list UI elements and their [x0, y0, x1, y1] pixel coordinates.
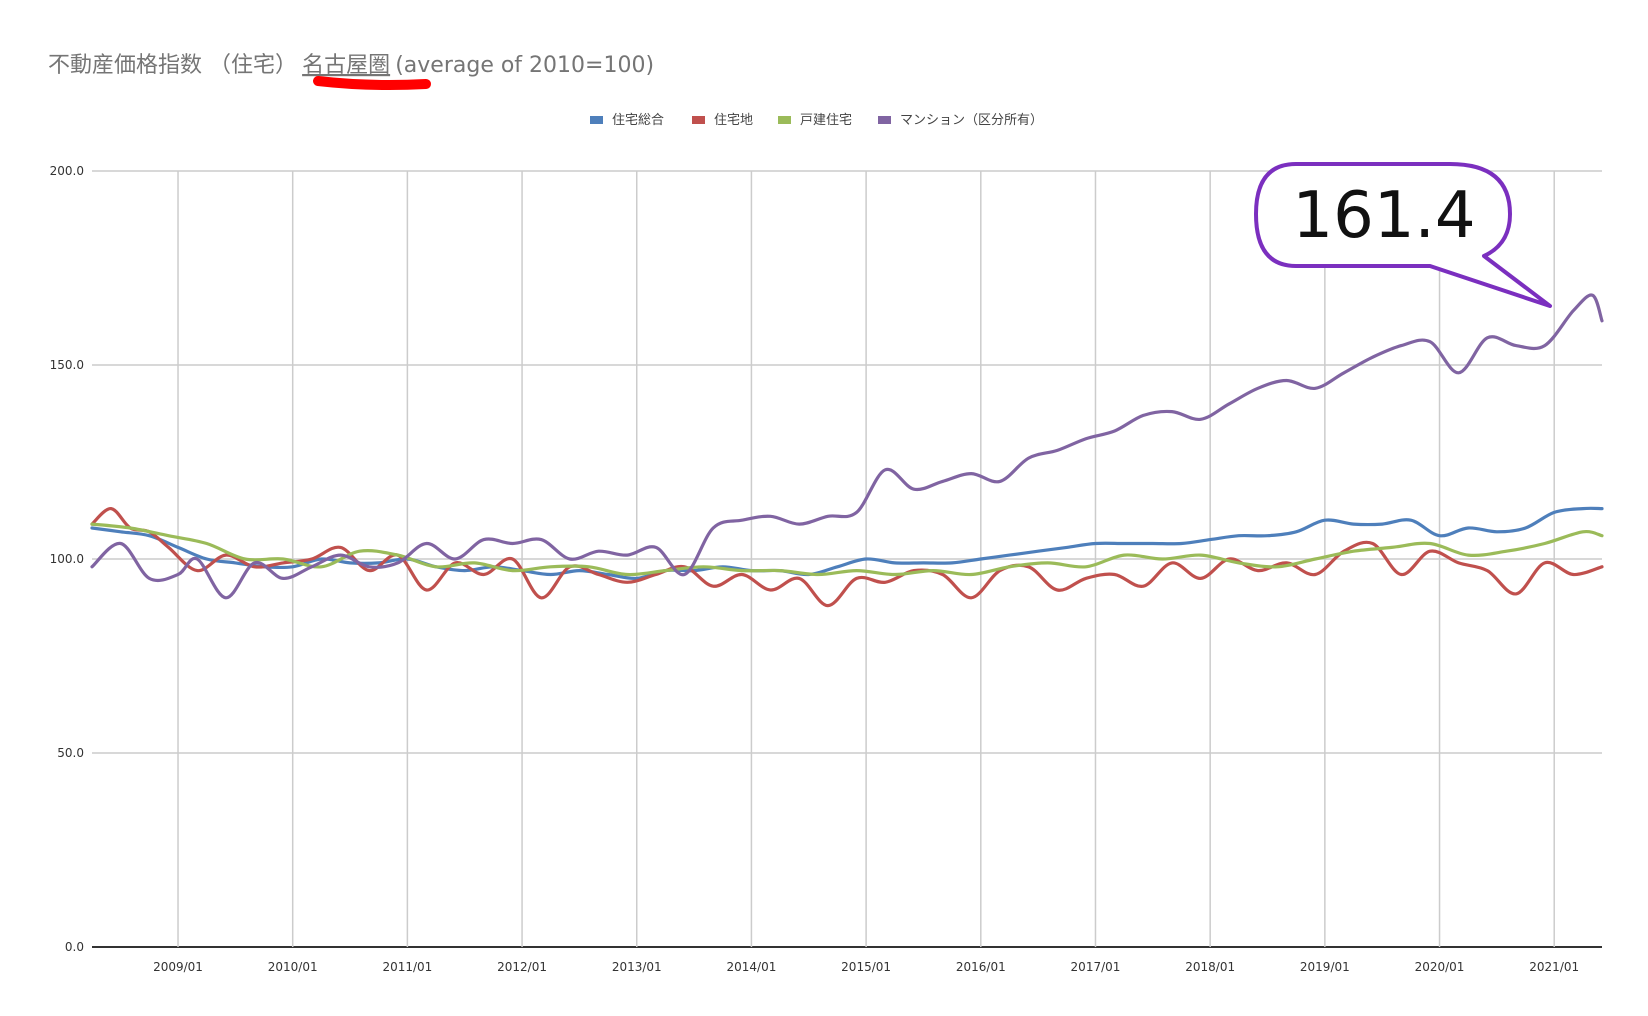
y-axis: 0.0 50.0 100.0 150.0 200.0: [50, 164, 84, 954]
x-tick-label: 2017/01: [1071, 960, 1121, 974]
x-tick-label: 2009/01: [153, 960, 203, 974]
series-line: [90, 293, 1604, 600]
x-tick-label: 2010/01: [268, 960, 318, 974]
legend: 住宅総合 住宅地 戸建住宅 マンション（区分所有）: [590, 113, 1043, 128]
x-axis: 2009/01 2010/01 2011/01 2012/01 2013/01 2014/…: [153, 960, 1579, 974]
y-tick-label: 0.0: [65, 940, 84, 954]
chart-title-suffix: (average of 2010=100): [395, 53, 654, 78]
legend-label: 住宅総合: [612, 113, 664, 128]
x-tick-label: 2019/01: [1300, 960, 1350, 974]
chart-title-region: 名古屋圏: [302, 53, 390, 78]
x-tick-label: 2012/01: [497, 960, 547, 974]
highlight-underline: [313, 76, 431, 90]
chart-title-main: 不動産価格指数 （住宅）: [48, 53, 297, 78]
series-line: [90, 506, 1604, 581]
legend-label: マンション（区分所有）: [900, 113, 1043, 128]
chart-title: 不動産価格指数 （住宅） 名古屋圏 (average of 2010=100): [48, 53, 654, 78]
x-tick-label: 2018/01: [1185, 960, 1235, 974]
x-tick-label: 2020/01: [1415, 960, 1465, 974]
legend-label: 住宅地: [714, 113, 753, 128]
x-tick-label: 2014/01: [727, 960, 777, 974]
y-tick-label: 100.0: [50, 552, 84, 566]
series-line: [90, 507, 1604, 608]
legend-swatch: [878, 116, 891, 124]
series-line: [90, 522, 1604, 577]
x-tick-label: 2016/01: [956, 960, 1006, 974]
x-tick-label: 2011/01: [382, 960, 432, 974]
legend-swatch: [778, 116, 791, 124]
x-tick-label: 2013/01: [612, 960, 662, 974]
legend-swatch: [692, 116, 705, 124]
y-tick-label: 150.0: [50, 358, 84, 372]
legend-label: 戸建住宅: [800, 113, 852, 128]
y-tick-label: 200.0: [50, 164, 84, 178]
callout-value: 161.4: [1292, 179, 1475, 253]
x-tick-label: 2015/01: [841, 960, 891, 974]
legend-swatch: [590, 116, 603, 124]
value-callout: 161.4: [1254, 162, 1552, 308]
series-group: [90, 293, 1604, 608]
x-tick-label: 2021/01: [1529, 960, 1579, 974]
callout-bubble: [1254, 162, 1552, 308]
y-tick-label: 50.0: [57, 746, 84, 760]
